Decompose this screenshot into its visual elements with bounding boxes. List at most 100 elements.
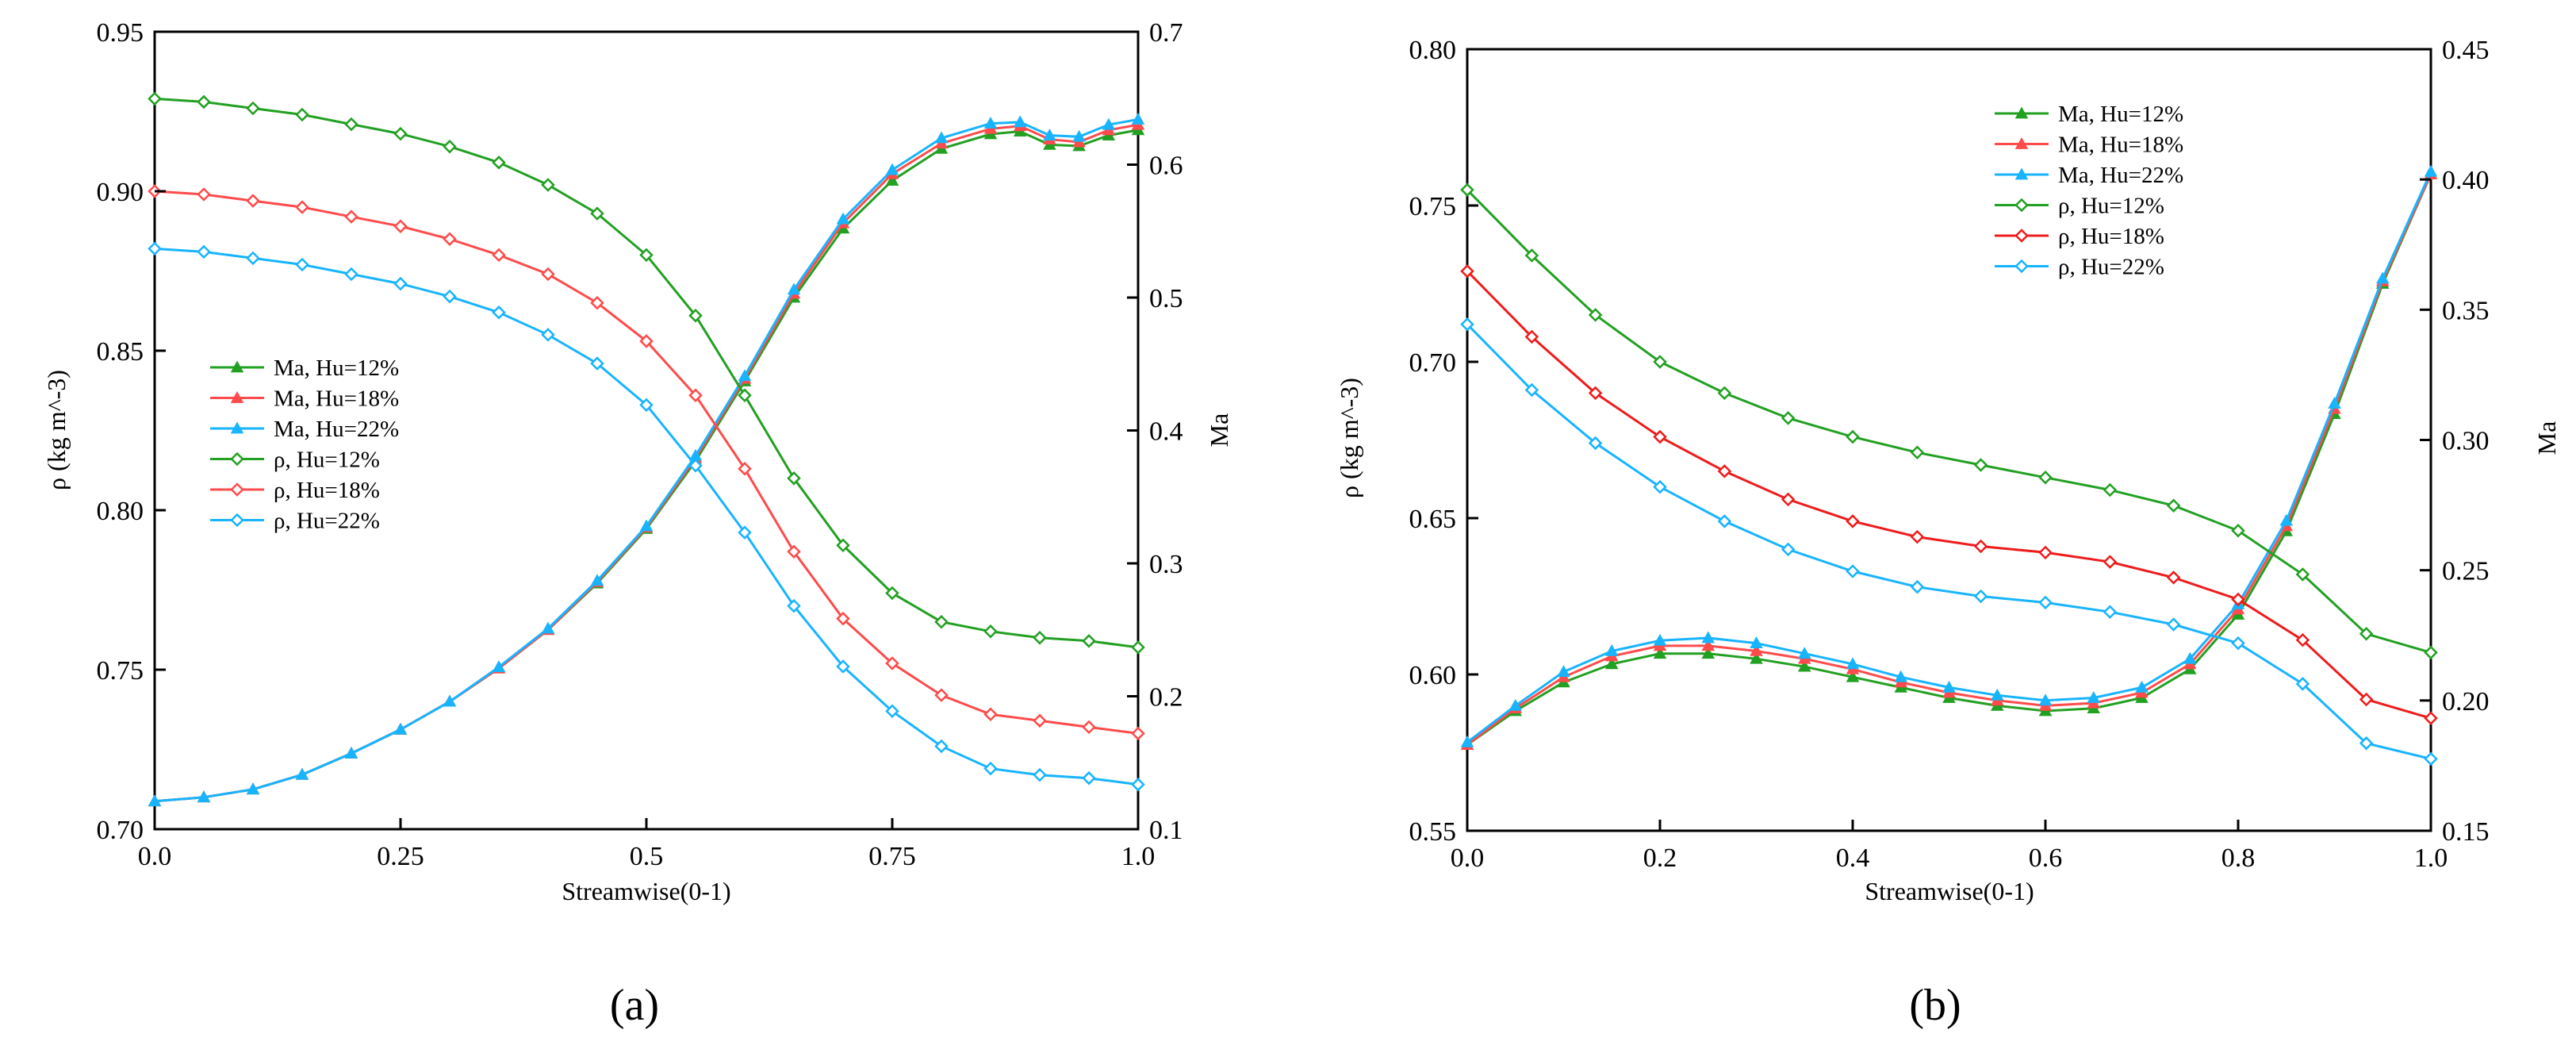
data-point	[2295, 567, 2310, 582]
data-point	[1653, 647, 1667, 659]
y2-tick-label: 0.4	[1149, 417, 1183, 447]
y2-tick-label: 0.5	[1149, 284, 1183, 313]
y2-tick-label: 0.7	[1149, 18, 1183, 48]
data-point	[836, 538, 850, 552]
data-point	[1072, 129, 1086, 142]
y-axis-label: ρ (kg m^-3)	[42, 370, 71, 490]
data-point	[2166, 498, 2181, 513]
y-axis-label: ρ (kg m^-3)	[1335, 378, 1363, 498]
data-point	[2087, 691, 2101, 703]
data-point	[787, 544, 801, 559]
y2-axis-label: Ma	[2532, 421, 2561, 455]
data-point	[1588, 386, 1603, 401]
y2-tick-label: 0.45	[2442, 36, 2490, 65]
data-point	[2135, 680, 2149, 693]
x-tick-label: 0.6	[2029, 843, 2063, 873]
data-point	[1131, 726, 1145, 741]
data-point	[2231, 636, 2245, 651]
data-point	[2328, 396, 2341, 409]
legend-item: ρ, Hu=22%	[1995, 255, 2164, 280]
data-point	[836, 212, 850, 225]
series-line	[1466, 323, 2432, 760]
x-tick-label: 0.2	[1643, 843, 1677, 873]
data-point	[1701, 631, 1715, 644]
data-point	[2295, 677, 2310, 691]
legend-item: Ma, Hu=18%	[210, 386, 399, 412]
data-point	[1701, 639, 1715, 651]
data-point	[2359, 627, 2374, 641]
y-tick-label: 0.80	[97, 497, 144, 526]
data-point	[492, 305, 506, 320]
data-point	[541, 178, 555, 192]
y2-tick-label: 0.25	[2442, 557, 2490, 586]
legend-marker	[2014, 136, 2029, 149]
data-point	[1460, 317, 1474, 332]
data-point	[1797, 659, 1811, 672]
data-point	[1750, 651, 1763, 664]
data-point	[1524, 382, 1539, 398]
y-tick-label: 0.75	[97, 656, 144, 686]
y-tick-label: 0.70	[1409, 348, 1457, 378]
data-point	[492, 660, 506, 672]
legend-item: ρ, Hu=12%	[1995, 194, 2164, 219]
x-tick-label: 0.4	[1836, 843, 1870, 873]
data-point	[1750, 644, 1763, 656]
data-point	[1781, 492, 1796, 507]
data-point	[541, 621, 555, 634]
data-point	[590, 206, 604, 221]
data-point	[1131, 777, 1145, 792]
data-point	[639, 334, 654, 348]
data-point	[738, 369, 752, 382]
data-point	[1973, 458, 1988, 472]
data-point	[934, 131, 949, 144]
y2-tick-label: 0.40	[2442, 166, 2490, 195]
data-point	[148, 794, 162, 807]
legend-label: ρ, Hu=18%	[274, 478, 380, 503]
data-point	[885, 704, 899, 719]
data-point	[344, 209, 358, 224]
data-point	[590, 574, 604, 586]
data-point	[197, 94, 211, 109]
legend-label: ρ, Hu=22%	[2058, 255, 2164, 280]
data-point	[885, 656, 899, 670]
data-point	[443, 289, 457, 304]
x-tick-label: 0.25	[377, 842, 424, 871]
data-point	[344, 117, 358, 132]
data-point	[1846, 514, 1860, 528]
legend-item: Ma, Hu=12%	[1995, 102, 2183, 127]
data-point	[1460, 735, 1474, 747]
y2-tick-label: 0.2	[1149, 683, 1183, 713]
data-point	[1604, 657, 1619, 670]
x-tick-label: 0.5	[630, 842, 664, 871]
data-point	[639, 248, 654, 263]
data-point	[2295, 632, 2310, 647]
data-point	[2424, 711, 2438, 725]
y-tick-label: 0.80	[1409, 36, 1457, 65]
legend-item: Ma, Hu=18%	[1995, 133, 2183, 158]
y2-tick-label: 0.35	[2442, 296, 2490, 325]
data-point	[2038, 471, 2053, 485]
panel-label: (b)	[1909, 981, 1961, 1030]
data-point	[885, 163, 899, 175]
data-point	[393, 276, 408, 291]
y2-tick-label: 0.20	[2442, 687, 2490, 717]
data-point	[1033, 767, 1047, 782]
data-point	[1910, 529, 1925, 544]
data-point	[1460, 182, 1474, 198]
legend-item: ρ, Hu=18%	[1995, 224, 2164, 249]
legend-label: Ma, Hu=18%	[2058, 133, 2183, 158]
data-point	[492, 248, 506, 263]
data-point	[443, 232, 457, 247]
data-point	[2038, 595, 2053, 610]
data-point	[836, 659, 850, 674]
data-point	[1781, 542, 1796, 557]
data-point	[2231, 592, 2245, 607]
data-point	[885, 174, 899, 186]
data-point	[983, 761, 998, 776]
data-point	[246, 101, 260, 116]
chart-panel-a: 0.0 0.25 0.5 0.75 1.0 0.70 0.75 0.80 0.85 0.90 0.9…	[42, 18, 1233, 1030]
y-tick-label: 0.55	[1409, 817, 1457, 847]
data-point	[738, 461, 752, 476]
data-point	[738, 388, 752, 403]
